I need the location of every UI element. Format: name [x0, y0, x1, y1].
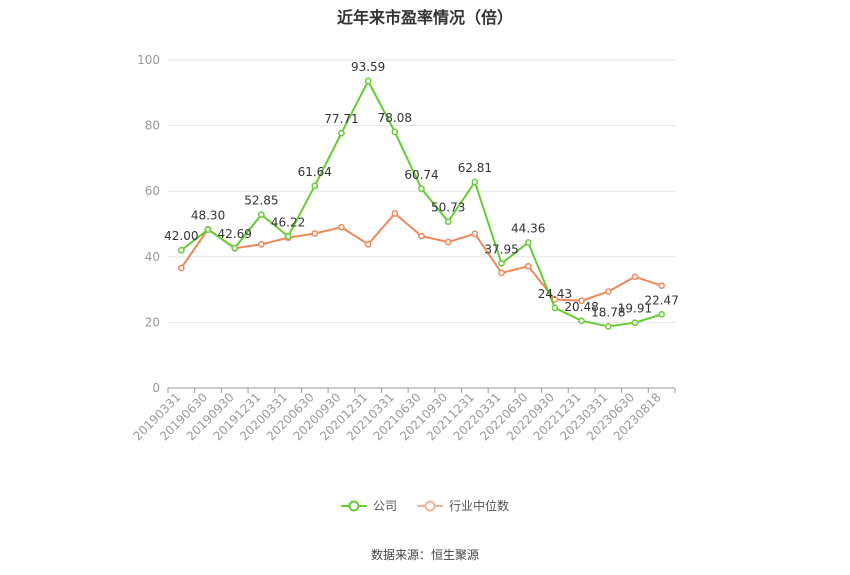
industry-median-point	[471, 230, 479, 238]
industry-median-point	[311, 230, 319, 237]
company-point	[311, 182, 319, 190]
industry-median-point	[338, 223, 345, 231]
company-point	[658, 310, 666, 318]
legend: 公司 行业中位数	[0, 497, 850, 514]
data-label: 18.78	[591, 305, 625, 319]
industry-median-point	[498, 269, 505, 277]
data-label: 78.08	[378, 111, 412, 125]
industry-median-point	[658, 282, 666, 290]
y-tick-label: 100	[137, 53, 160, 67]
axes: 0204060801002019033120190630201909302019…	[130, 53, 676, 443]
company-point	[471, 178, 479, 186]
data-label: 77.71	[324, 112, 358, 126]
series	[177, 77, 666, 330]
chart-title: 近年来市盈率情况（倍）	[336, 8, 513, 27]
data-labels: 42.00 48.30 42.69 52.85 46.22 61.64 77.71 93.59…	[164, 60, 679, 319]
industry-median-point	[604, 288, 612, 295]
legend-industry-marker-icon	[417, 500, 443, 511]
data-label: 48.30	[191, 209, 225, 223]
company-point	[391, 128, 399, 136]
company-point	[204, 226, 212, 233]
legend-item-industry-median[interactable]: 行业中位数	[417, 497, 509, 514]
company-point	[551, 304, 559, 312]
data-label: 44.36	[511, 221, 545, 235]
data-label: 50.73	[431, 201, 465, 215]
company-point	[631, 319, 639, 327]
industry-median-point	[578, 297, 585, 305]
data-label: 20.48	[564, 300, 598, 314]
legend-label-company: 公司	[372, 499, 397, 513]
company-point	[418, 185, 425, 193]
legend-item-company[interactable]: 公司	[340, 497, 397, 514]
data-label: 24.43	[538, 287, 572, 301]
legend-label-industry-median: 行业中位数	[449, 499, 510, 513]
industry-median-point	[524, 262, 532, 270]
company-point	[524, 239, 532, 246]
industry-median-point	[177, 264, 185, 272]
y-tick-label: 60	[145, 184, 160, 198]
y-tick-label: 20	[145, 315, 160, 329]
company-point	[338, 129, 345, 137]
data-label: 52.85	[244, 194, 278, 208]
company-point	[231, 244, 239, 252]
y-tick-label: 0	[152, 381, 160, 395]
industry-median-point	[258, 240, 265, 248]
data-label: 60.74	[404, 168, 438, 182]
company-point	[578, 317, 585, 325]
data-label: 22.47	[644, 293, 678, 307]
company-point	[498, 260, 505, 267]
company-point	[258, 211, 265, 219]
data-label: 61.64	[298, 165, 332, 179]
data-label: 62.81	[458, 161, 492, 175]
data-label: 42.69	[218, 227, 252, 241]
data-label: 93.59	[351, 60, 385, 74]
source-note: 数据来源：恒生聚源	[370, 548, 479, 562]
company-point	[364, 77, 372, 85]
industry-median-point	[364, 240, 372, 248]
industry-median-point	[391, 210, 399, 217]
industry-median-point	[444, 238, 452, 246]
data-label: 37.95	[484, 243, 518, 257]
data-label: 19.91	[618, 302, 652, 316]
legend-company-marker-icon	[340, 500, 367, 511]
company-point	[284, 233, 292, 240]
company-point	[444, 218, 452, 225]
y-tick-label: 40	[145, 250, 160, 264]
data-label: 42.00	[164, 229, 198, 243]
data-label: 46.22	[271, 215, 305, 229]
company-point	[604, 323, 612, 330]
y-tick-label: 80	[145, 119, 160, 133]
company-point	[177, 246, 185, 254]
industry-median-point	[418, 232, 425, 240]
industry-median-point	[631, 273, 639, 281]
